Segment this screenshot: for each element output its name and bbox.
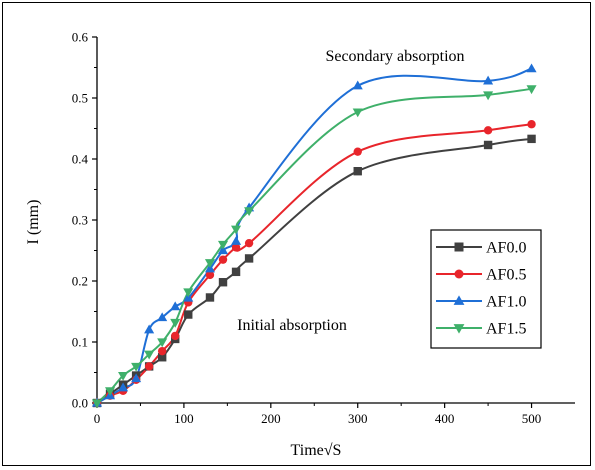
data-point-AF1.0 [144,324,155,334]
data-point-AF1.0 [170,301,181,311]
x-tick-label: 0 [94,411,101,426]
data-point-AF0.5 [231,243,241,252]
data-point-AF0.5 [244,238,254,248]
data-point-AF0.5 [527,120,536,129]
x-tick-label: 200 [261,411,281,426]
data-point-AF0.0 [527,134,536,144]
legend-label-AF1.5: AF1.5 [486,321,526,338]
axes: 0 100 200 300 400 500 0.0 0.1 0.2 0.3 0.4 0.5 0.6 [72,30,575,426]
y-tick-label: 0.2 [72,274,88,289]
legend-label-AF0.5: AF0.5 [486,267,526,284]
series-markers-AF1.5 [91,85,537,409]
y-axis-label: I (mm) [25,200,42,245]
data-point-AF1.0 [526,63,537,73]
y-tick-label: 0.0 [72,396,88,411]
series-markers [91,63,537,409]
data-point-AF0.5 [483,126,493,135]
legend: AF0.0 AF0.5 AF1.0 AF1.5 [430,229,542,349]
data-point-AF1.5 [118,371,129,381]
data-point-AF1.0 [157,312,168,322]
data-point-AF0.0 [353,167,362,176]
data-point-AF1.5 [91,399,103,409]
data-point-AF0.0 [483,140,493,150]
annotation-secondary-absorption: Secondary absorption [325,48,464,65]
data-point-AF1.5 [157,338,168,348]
data-point-AF0.5 [144,362,154,371]
data-point-AF1.5 [352,108,363,118]
data-point-AF1.0 [118,382,129,392]
y-tick-label: 0.4 [72,152,89,167]
x-tick-label: 500 [522,411,542,426]
legend-label-AF0.0: AF0.0 [486,240,526,257]
data-point-AF1.5 [104,387,116,397]
x-tick-label: 300 [348,411,368,426]
data-point-AF1.0 [183,292,194,302]
data-point-AF1.5 [231,225,242,235]
y-tick-label: 0.5 [72,91,88,106]
data-point-AF1.5 [217,240,229,250]
data-point-AF1.0 [204,263,216,273]
data-point-AF1.5 [244,207,255,217]
data-point-AF0.0 [244,254,254,263]
x-axis-label: Time√S [291,442,342,459]
legend-marker-AF1.0 [453,295,465,305]
data-point-AF0.0 [157,353,167,362]
data-point-AF1.0 [352,80,363,90]
legend-marker-AF1.5 [453,324,465,334]
data-point-AF1.5 [131,362,142,372]
y-tick-label: 0.1 [72,335,88,350]
y-tick-label: 0.3 [72,213,88,228]
data-point-AF1.0 [217,245,229,255]
x-tick-label: 400 [435,411,455,426]
data-point-AF0.5 [205,270,215,280]
legend-label-AF1.0: AF1.0 [486,294,526,311]
data-point-AF1.0 [231,236,242,245]
data-point-AF0.0 [231,267,241,277]
data-point-AF1.5 [526,85,537,95]
data-point-AF1.0 [131,373,142,383]
legend-marker-AF0.0 [454,242,464,252]
y-tick-label: 0.6 [72,30,89,45]
data-point-AF1.5 [170,318,181,328]
data-point-AF0.5 [171,331,180,341]
data-point-AF0.0 [184,310,193,319]
chart-frame [2,2,591,466]
legend-marker-AF0.5 [454,269,464,279]
data-point-AF1.5 [204,259,216,268]
data-point-AF0.5 [157,346,167,356]
data-point-AF0.5 [353,147,362,156]
data-point-AF0.0 [205,293,215,302]
data-point-AF0.0 [218,278,228,287]
annotation-initial-absorption: Initial absorption [237,317,347,334]
data-point-AF1.5 [483,91,494,101]
data-point-AF0.5 [218,255,228,264]
data-point-AF1.0 [483,75,494,85]
x-tick-label: 100 [174,411,194,426]
data-point-AF1.5 [144,350,155,360]
data-point-AF1.5 [183,288,194,298]
